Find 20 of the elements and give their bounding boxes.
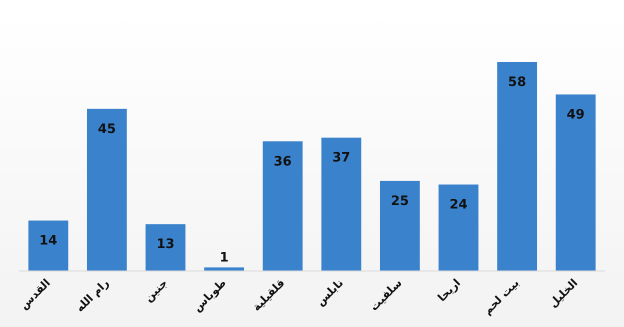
data-label: 36: [274, 154, 292, 170]
data-label: 37: [332, 150, 350, 166]
x-tick-label: جنين: [142, 276, 170, 305]
x-tick-label: نابلس: [314, 276, 346, 309]
x-tick-label: قلقيلية: [250, 276, 288, 314]
data-label: 13: [156, 237, 175, 252]
x-tick-label: سلفيت: [367, 276, 404, 314]
data-label: 58: [508, 75, 526, 90]
x-tick-label: طوباس: [190, 276, 229, 314]
data-label: 49: [566, 107, 585, 122]
x-tick-label: بيت لحم: [480, 276, 522, 318]
data-label: 24: [449, 198, 468, 213]
data-label: 1: [220, 250, 229, 266]
x-tick-label: القدس: [17, 276, 53, 312]
data-label: 45: [98, 122, 116, 137]
data-label: 14: [39, 234, 58, 249]
x-tick-label: رام الله: [73, 276, 112, 315]
data-label: 25: [390, 194, 409, 209]
x-tick-label: الخليل: [546, 276, 580, 310]
x-tick-label: اريحا: [435, 276, 464, 304]
